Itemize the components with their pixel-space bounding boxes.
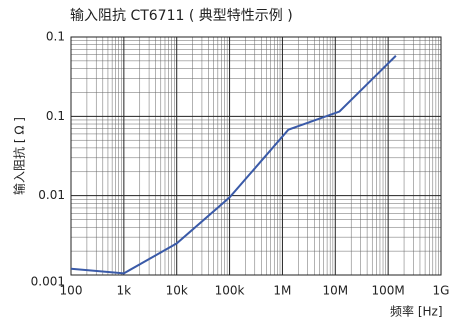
y-tick-label: 0.01 xyxy=(38,188,65,202)
x-tick-label: 1G xyxy=(433,284,450,298)
x-tick-label: 1k xyxy=(117,284,132,298)
x-tick-label: 100M xyxy=(372,284,405,298)
x-tick-label: 100 xyxy=(60,284,83,298)
x-tick-label: 1M xyxy=(273,284,291,298)
chart-title: 输入阻抗 CT6711 ( 典型特性示例 ) xyxy=(70,8,293,24)
y-axis-label: 输入阻抗 [ Ω ] xyxy=(12,117,27,195)
plot-frame xyxy=(70,36,442,276)
x-tick-label: 100k xyxy=(215,284,245,298)
y-tick-label: 0.1 xyxy=(46,30,65,44)
x-tick-label: 10k xyxy=(166,284,188,298)
x-axis-label: 频率 [Hz] xyxy=(390,304,443,319)
data-line xyxy=(70,55,397,275)
x-tick-label: 10M xyxy=(322,284,348,298)
y-tick-label: 0.1 xyxy=(46,109,65,123)
y-tick-label: 0.001 xyxy=(31,275,65,289)
